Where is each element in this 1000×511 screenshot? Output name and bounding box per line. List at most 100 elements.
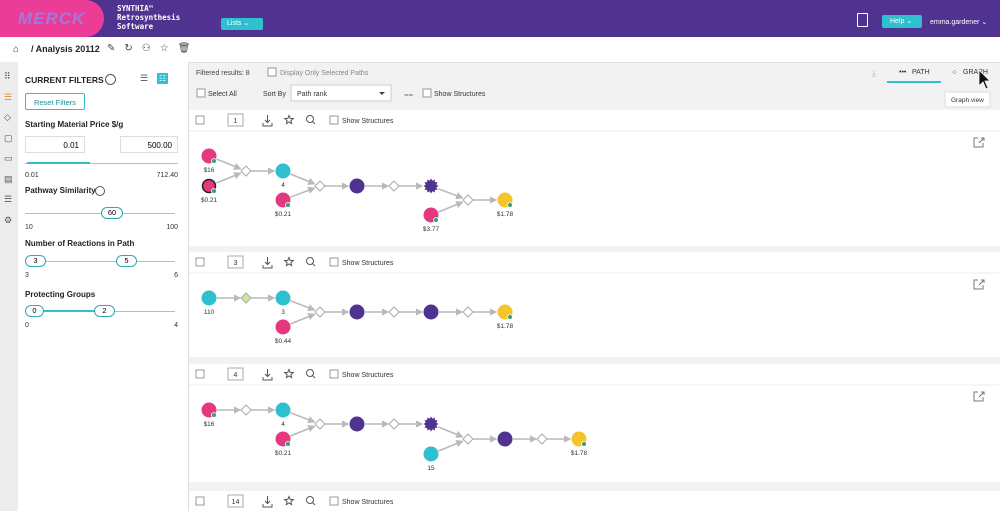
checkbox[interactable] (195, 369, 205, 379)
filter-view-icon[interactable]: ☷ (157, 73, 168, 84)
sort-order-icon[interactable]: ⩵ (404, 90, 413, 99)
molecule-node[interactable] (275, 402, 291, 418)
slider-handle[interactable]: 3 (25, 255, 46, 267)
reaction-arrow (438, 426, 464, 438)
zoom-icon[interactable] (306, 257, 314, 265)
info-icon[interactable] (95, 186, 105, 196)
checkbox[interactable] (196, 88, 206, 98)
node-label: 4 (281, 182, 285, 189)
molecule-node[interactable] (349, 416, 365, 432)
reaction-node[interactable] (314, 306, 326, 318)
checkbox[interactable] (267, 67, 277, 77)
path-icon: ••• (899, 69, 907, 76)
molecule-node[interactable] (423, 446, 439, 462)
checkbox[interactable] (422, 88, 432, 98)
reaction-node[interactable] (462, 433, 474, 445)
reset-button[interactable]: Reset Filters (25, 93, 85, 110)
results-count: Filtered results: 8 (196, 70, 250, 77)
slider-range[interactable] (40, 310, 96, 312)
slider-handle[interactable]: 5 (116, 255, 137, 267)
graph-tab[interactable]: GRAPH (963, 69, 988, 76)
download-icon[interactable] (262, 115, 273, 127)
available-badge (507, 314, 513, 320)
show-structures: Show Structures (342, 499, 394, 506)
molecule-node[interactable] (201, 290, 217, 306)
reaction-node[interactable] (240, 404, 252, 416)
reaction-node[interactable] (314, 180, 326, 192)
rank: 4 (234, 372, 238, 379)
list-view-icon[interactable]: ☰ (140, 73, 149, 83)
path-tab[interactable]: PATH (912, 69, 930, 76)
star-icon[interactable] (283, 368, 295, 379)
molecule-node[interactable] (275, 319, 291, 335)
molecule-node[interactable] (349, 304, 365, 320)
node-label: 110 (204, 309, 215, 316)
checkbox[interactable] (329, 369, 339, 379)
star-icon[interactable] (283, 114, 295, 125)
checkbox[interactable] (329, 115, 339, 125)
reaction-node[interactable] (388, 306, 400, 318)
download-icon[interactable] (262, 369, 273, 381)
slider-handle[interactable]: 2 (94, 305, 115, 317)
reaction-node[interactable] (536, 433, 548, 445)
molecule-node[interactable] (275, 163, 291, 179)
zoom-icon[interactable] (306, 115, 314, 123)
checkbox[interactable] (195, 257, 205, 267)
reaction-arrow (290, 425, 316, 437)
reaction-node[interactable] (240, 165, 252, 177)
slider-track (25, 213, 175, 214)
range-max: 6 (174, 272, 178, 279)
reaction-node[interactable] (388, 180, 400, 192)
download-icon[interactable]: ⤓ (872, 68, 876, 78)
logo: MERCK (18, 9, 86, 28)
checkbox[interactable] (329, 496, 339, 506)
open-icon[interactable] (973, 137, 985, 148)
logo-area (0, 0, 104, 37)
star-icon[interactable] (283, 256, 295, 267)
reaction-node[interactable] (462, 306, 474, 318)
open-icon[interactable] (973, 279, 985, 290)
toolbar-icons[interactable]: ✎↻⚇☆🗑 (107, 43, 200, 54)
reaction-arrow (290, 173, 316, 185)
reaction-arrow (438, 201, 464, 213)
caret (379, 92, 385, 95)
open-icon[interactable] (973, 391, 985, 402)
reaction-node[interactable] (314, 418, 326, 430)
user-menu[interactable]: emma.gardener ⌄ (930, 19, 988, 26)
help-button[interactable]: Help ⌄ (882, 15, 922, 28)
molecule-node[interactable] (275, 290, 291, 306)
reaction-node[interactable] (462, 194, 474, 206)
show-structures: Show Structures (342, 260, 394, 267)
checkbox[interactable] (195, 496, 205, 506)
home-icon[interactable]: ⌂ (13, 44, 20, 55)
download-icon[interactable] (262, 257, 273, 269)
zoom-icon[interactable] (306, 496, 314, 504)
molecule-node[interactable] (423, 178, 439, 194)
info-icon[interactable] (105, 74, 116, 85)
checkbox[interactable] (329, 257, 339, 267)
price-max-input[interactable]: 500.00 (120, 136, 178, 153)
node-label: $1.78 (497, 211, 514, 218)
star-icon[interactable] (283, 495, 295, 506)
price-min-input[interactable]: 0.01 (25, 136, 85, 153)
slider-range[interactable] (27, 162, 90, 164)
slider-track (25, 163, 178, 164)
molecule-node[interactable] (349, 178, 365, 194)
lists-button[interactable]: Lists ⌄ (221, 18, 263, 30)
product-line: SYNTHIA™ (117, 4, 154, 13)
zoom-icon[interactable] (306, 369, 314, 377)
slider-handle[interactable]: 0 (25, 305, 44, 317)
checkbox[interactable] (195, 115, 205, 125)
reaction-node[interactable] (388, 418, 400, 430)
rail-icons[interactable]: ⠿ ☰ ◇ ▢ ▭ ▤ ☰ ⚙ (4, 71, 13, 225)
molecule-node[interactable] (423, 416, 439, 432)
clipboard-icon[interactable] (857, 13, 868, 27)
slider-handle[interactable]: 60 (101, 207, 123, 219)
sort-select[interactable] (290, 84, 392, 102)
download-icon[interactable] (262, 496, 273, 508)
molecule-node[interactable] (497, 431, 513, 447)
lists-label: Lists (227, 20, 242, 27)
reaction-node[interactable] (240, 292, 252, 304)
reaction-arrow (438, 440, 464, 452)
molecule-node[interactable] (423, 304, 439, 320)
